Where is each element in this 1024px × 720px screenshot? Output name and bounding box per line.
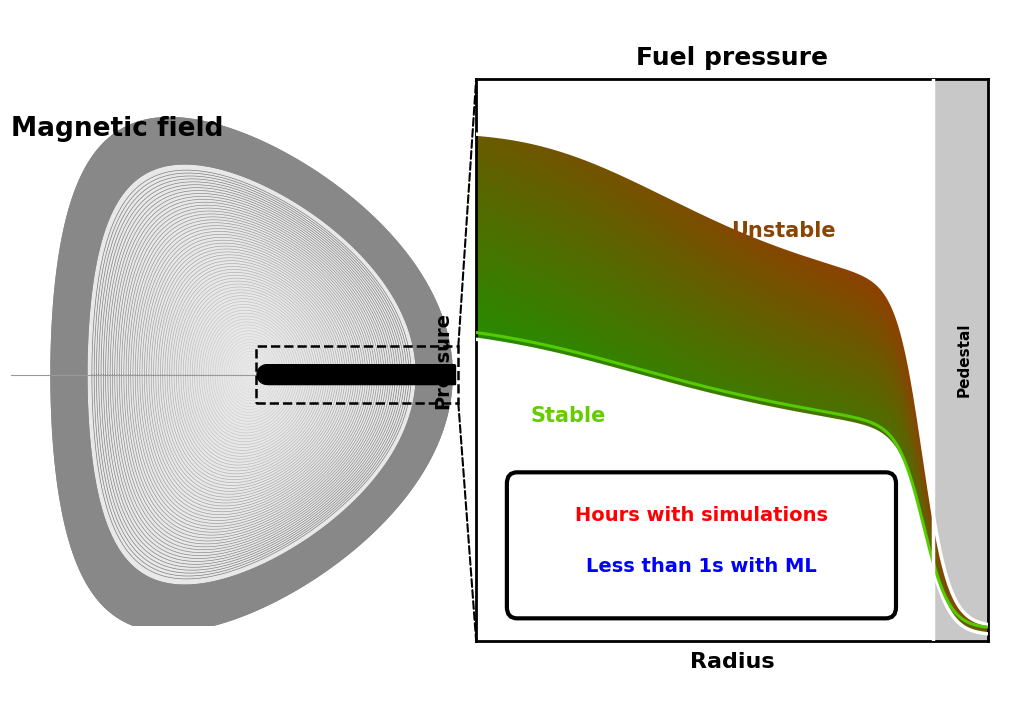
Text: Hours with simulations: Hours with simulations: [574, 506, 828, 525]
Text: Pedestal: Pedestal: [956, 323, 972, 397]
Polygon shape: [50, 117, 453, 632]
Polygon shape: [50, 117, 453, 632]
FancyBboxPatch shape: [507, 472, 896, 618]
Polygon shape: [257, 365, 455, 384]
Text: Stable: Stable: [530, 406, 606, 426]
Text: Less than 1s with ML: Less than 1s with ML: [586, 557, 817, 575]
Bar: [934, 79, 988, 641]
Text: Magnetic field: Magnetic field: [11, 117, 223, 143]
Polygon shape: [87, 165, 416, 585]
Text: Pressure: Pressure: [433, 312, 453, 408]
X-axis label: Radius: Radius: [690, 652, 774, 672]
Text: Unstable: Unstable: [731, 221, 836, 240]
Title: Fuel pressure: Fuel pressure: [636, 46, 828, 71]
